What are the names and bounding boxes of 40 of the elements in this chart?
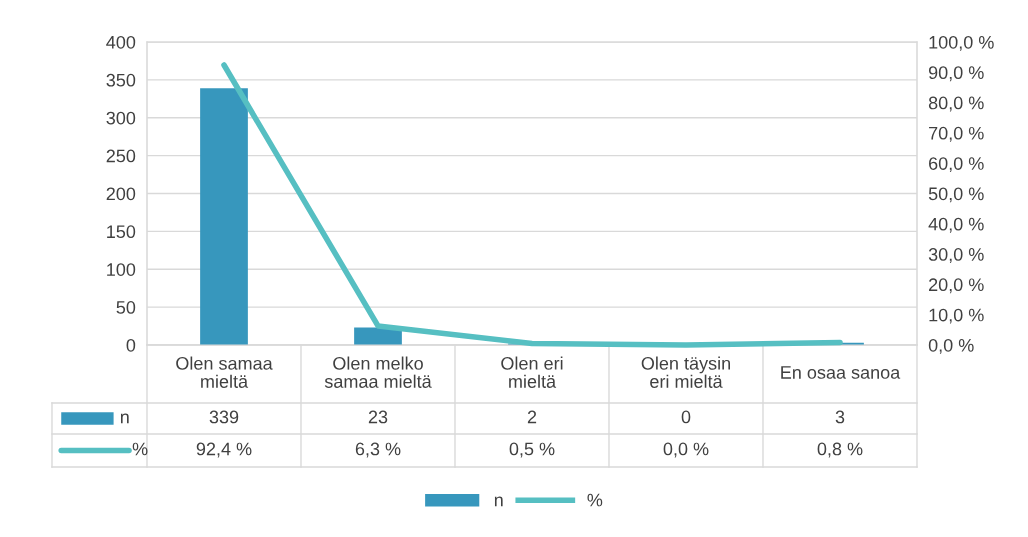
bar (200, 88, 248, 345)
data-label: 3 (835, 410, 845, 424)
y-tick-label: 100 (107, 263, 136, 276)
data-label: 0,5 % (509, 442, 555, 458)
data-label: 2 (527, 410, 537, 424)
x-tick-label: En osaa sanoa (781, 366, 901, 379)
legend-label: % (132, 442, 148, 456)
y2-tick-label: 60,0 % (929, 157, 984, 173)
legend-label: n (120, 413, 129, 424)
y2-tick-label: 50,0 % (928, 187, 984, 203)
data-label: 23 (368, 410, 388, 424)
y2-tick-label: 80,0 % (928, 96, 984, 112)
y2-tick-label: 90,0 % (928, 66, 984, 82)
y-tick-label: 50 (116, 301, 136, 314)
y2-tick-label: 10,0 % (929, 308, 984, 324)
data-label: 339 (209, 410, 239, 424)
y2-tick-label: 0,0 % (928, 338, 974, 354)
data-label: 6,3 % (355, 442, 401, 458)
y-tick-label: 0 (126, 338, 136, 352)
data-label: 0 (681, 410, 691, 424)
y-tick-label: 150 (107, 225, 136, 239)
y-tick-label: 200 (106, 187, 136, 201)
x-tick-label: Olen melko samaa mieltä (324, 356, 432, 388)
y-tick-label: 350 (106, 73, 136, 87)
data-label: 92,4 % (196, 442, 252, 458)
y2-tick-label: 100,0 % (929, 35, 994, 51)
text: n (494, 496, 503, 507)
data-label: 0,8 % (817, 442, 863, 458)
x-tick-label: Olen samaa mieltä (176, 356, 273, 388)
y-tick-label: 400 (106, 35, 136, 49)
y2-tick-label: 70,0 % (929, 126, 984, 142)
y2-tick-label: 40,0 % (928, 217, 984, 233)
x-tick-label: Olen eri mieltä (501, 356, 563, 388)
text: % (587, 493, 603, 507)
x-tick-label: Olen täysin eri mieltä (641, 356, 730, 388)
y-tick-label: 300 (106, 111, 136, 125)
y-tick-label: 250 (106, 149, 136, 163)
data-label: 0,0 % (663, 442, 709, 458)
y2-tick-label: 20,0 % (929, 278, 984, 294)
y2-tick-label: 30,0 % (928, 248, 984, 263)
